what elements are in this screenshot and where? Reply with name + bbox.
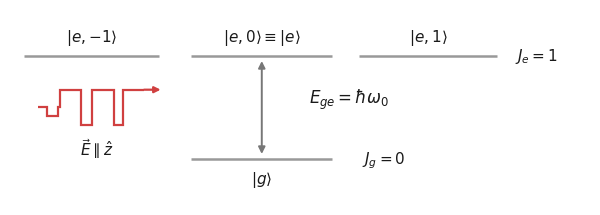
- Text: $\vec{E} \parallel \hat{z}$: $\vec{E} \parallel \hat{z}$: [80, 137, 114, 161]
- Text: $E_{ge} = \hbar\omega_0$: $E_{ge} = \hbar\omega_0$: [309, 88, 389, 112]
- Text: $J_e = 1$: $J_e = 1$: [515, 47, 557, 66]
- Text: $|e,0\rangle \equiv |e\rangle$: $|e,0\rangle \equiv |e\rangle$: [223, 28, 301, 48]
- Text: $|e,1\rangle$: $|e,1\rangle$: [409, 28, 447, 48]
- Text: $J_g = 0$: $J_g = 0$: [362, 150, 406, 171]
- Text: $|e,{-1}\rangle$: $|e,{-1}\rangle$: [65, 28, 117, 48]
- Text: $|g\rangle$: $|g\rangle$: [251, 170, 272, 190]
